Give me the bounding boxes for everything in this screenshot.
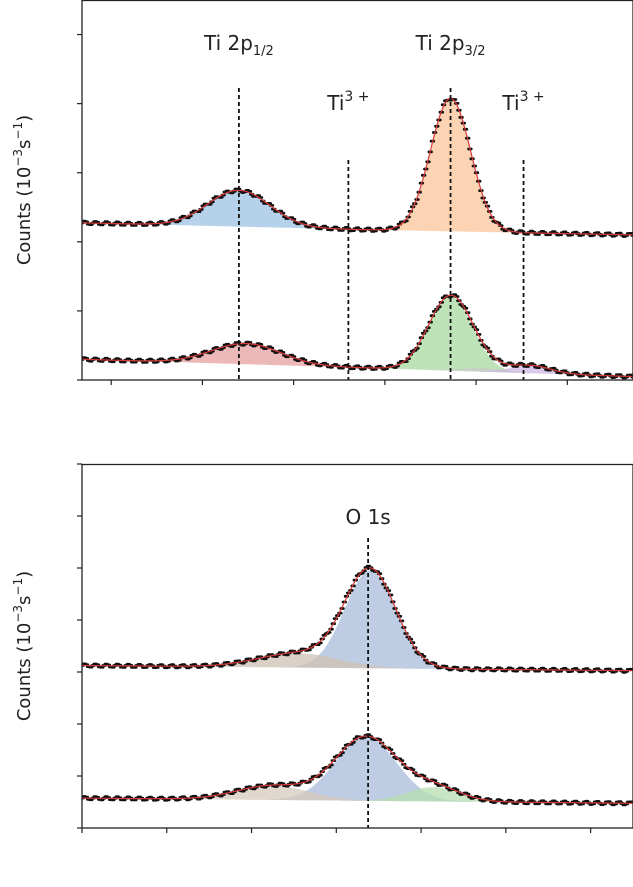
plot-area xyxy=(82,97,633,380)
fit-envelope-line xyxy=(82,97,633,236)
fit-component-3 xyxy=(440,365,621,377)
peak-marker-name-main: Ti 2p xyxy=(203,31,253,55)
y-axis-label-main: Counts (10 xyxy=(14,167,35,265)
peak-marker-name-main: Ti xyxy=(501,91,519,115)
fit-component-0 xyxy=(255,570,485,670)
fit-envelope-line xyxy=(82,294,633,378)
data-points xyxy=(82,97,633,238)
fit-component-1 xyxy=(117,653,480,670)
y-axis-label: Counts (10−3s−1) xyxy=(11,571,35,721)
series-pre-plasma xyxy=(82,97,633,238)
y-axis-label-unit-sup: −1 xyxy=(11,578,25,596)
peak-marker-name-sub: 1/2 xyxy=(253,44,274,59)
peak-marker-name: Ti 2p3/2 xyxy=(415,31,486,59)
y-axis-label-end: ) xyxy=(14,571,35,578)
fit-envelope-line xyxy=(82,567,633,672)
series-post-plasma xyxy=(82,293,633,380)
y-axis-label-sup: −3 xyxy=(11,149,25,167)
fit-envelope-line xyxy=(82,735,633,804)
y-axis-label-sup: −3 xyxy=(11,605,25,623)
series-post-plasma xyxy=(82,733,633,807)
peak-marker-name: Ti3 + xyxy=(501,89,544,115)
fit-component-1 xyxy=(110,785,435,802)
y-axis-label-unit-sup: −1 xyxy=(11,122,25,140)
fit-component-0 xyxy=(228,737,503,803)
y-axis-label: Counts (10−3s−1) xyxy=(11,115,35,265)
peak-marker-name-sup: 3 + xyxy=(520,89,545,105)
data-points xyxy=(82,293,633,380)
peak-marker-name: O 1s xyxy=(345,505,390,529)
chart-panel-b: O 1s Counts (10−3s−1) xyxy=(11,463,633,833)
y-axis-label-main: Counts (10 xyxy=(14,623,35,721)
peak-marker-name: Ti 2p1/2 xyxy=(203,31,274,59)
plot-frame xyxy=(81,463,633,829)
peak-marker-name-main: Ti xyxy=(326,91,344,115)
fit-component-2 xyxy=(315,787,552,803)
series-pre-plasma xyxy=(82,564,633,674)
peak-marker-name-sub: 3/2 xyxy=(465,44,486,59)
plot-frame xyxy=(81,0,633,381)
peak-marker-name-sup: 3 + xyxy=(344,89,369,105)
fit-component-0 xyxy=(90,343,402,369)
peak-marker-name-main: Ti 2p xyxy=(415,31,465,55)
y-axis-label-unit: s xyxy=(14,596,35,605)
peak-marker-name: Ti3 + xyxy=(326,89,369,115)
y-axis-label-unit: s xyxy=(14,140,35,149)
plot-area xyxy=(82,564,633,807)
y-axis-label-end: ) xyxy=(14,115,35,122)
peak-marker-name-main: O 1s xyxy=(345,505,390,529)
